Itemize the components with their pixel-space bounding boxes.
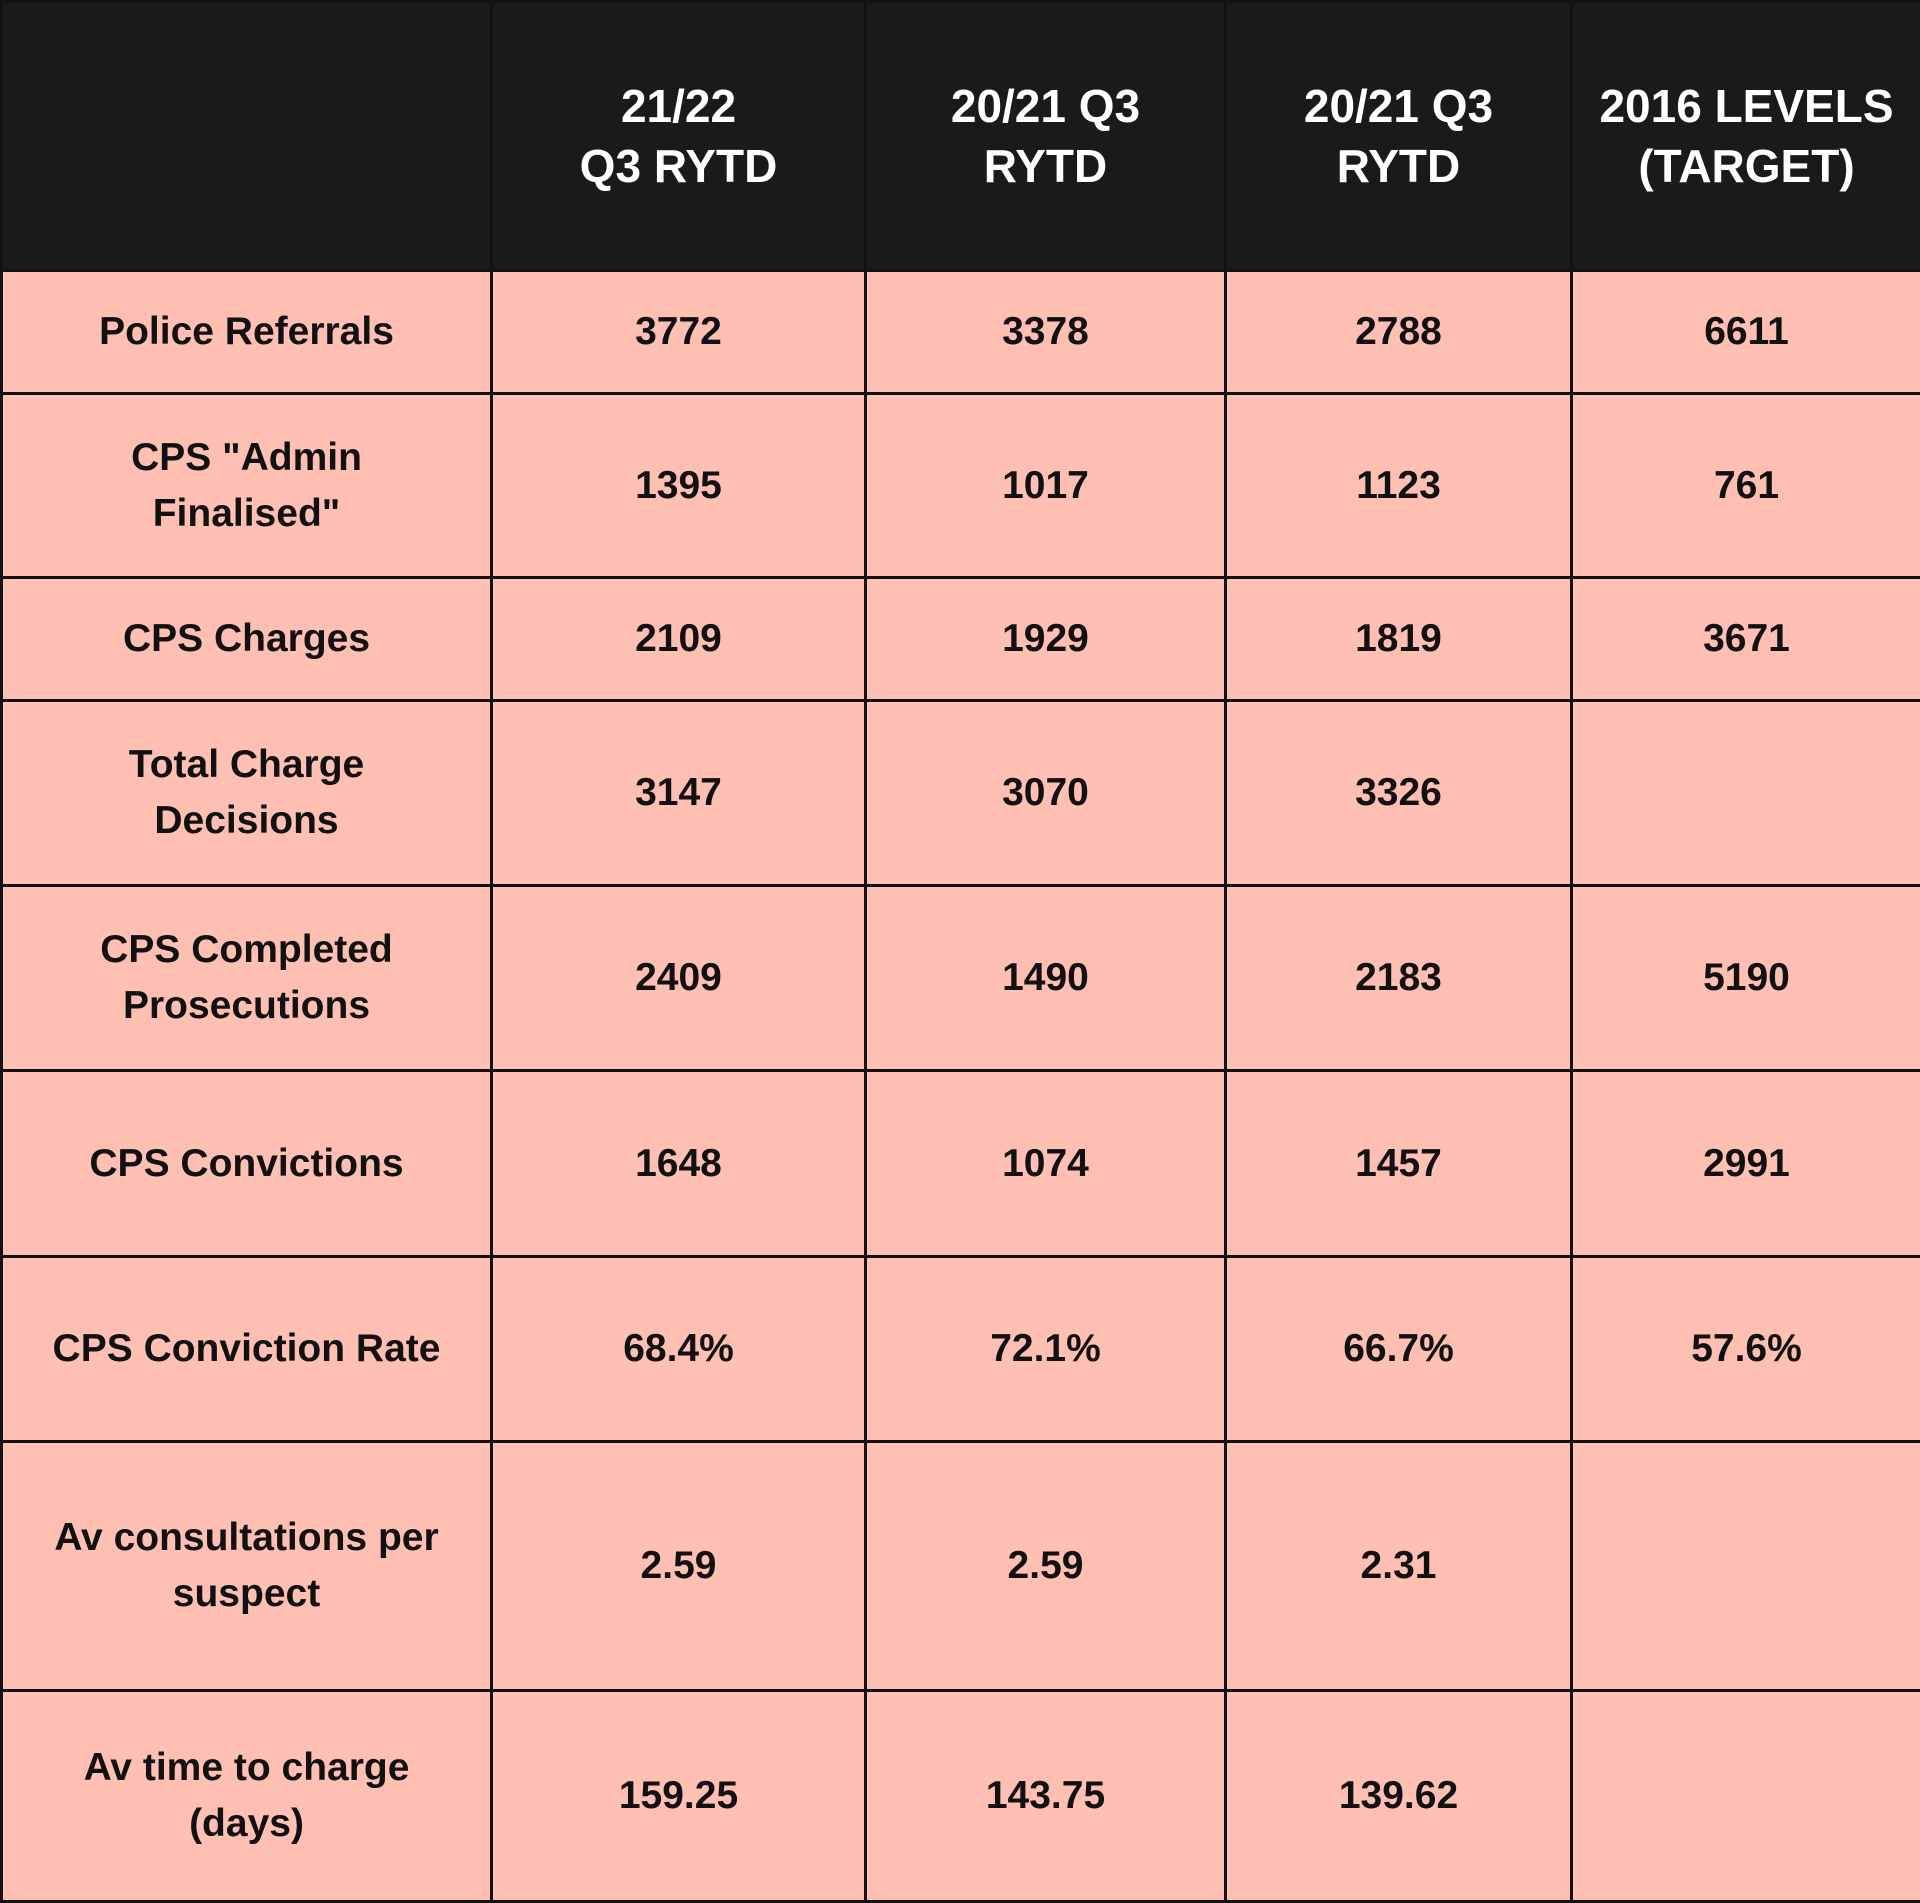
cell: 2109 — [492, 578, 866, 701]
cell: 3070 — [866, 701, 1226, 886]
row-label: CPS Completed Prosecutions — [2, 886, 492, 1071]
cell: 761 — [1572, 394, 1920, 578]
cell: 3326 — [1226, 701, 1572, 886]
cell: 72.1% — [866, 1257, 1226, 1442]
cell: 143.75 — [866, 1691, 1226, 1902]
cell — [1572, 701, 1920, 886]
cell: 5190 — [1572, 886, 1920, 1071]
header-cell — [2, 2, 492, 271]
cell: 1395 — [492, 394, 866, 578]
header-cell: 20/21 Q3 RYTD — [866, 2, 1226, 271]
cell: 3772 — [492, 271, 866, 394]
cell: 2409 — [492, 886, 866, 1071]
cell: 1123 — [1226, 394, 1572, 578]
cell: 3671 — [1572, 578, 1920, 701]
cell: 6611 — [1572, 271, 1920, 394]
cell: 68.4% — [492, 1257, 866, 1442]
row-label: Total Charge Decisions — [2, 701, 492, 886]
header-cell: 2016 LEVELS (TARGET) — [1572, 2, 1920, 271]
cell: 2.59 — [492, 1442, 866, 1691]
cell: 1457 — [1226, 1071, 1572, 1257]
cell: 1490 — [866, 886, 1226, 1071]
cell — [1572, 1691, 1920, 1902]
row-label: CPS "Admin Finalised" — [2, 394, 492, 578]
cell: 3378 — [866, 271, 1226, 394]
cell: 2788 — [1226, 271, 1572, 394]
cell: 3147 — [492, 701, 866, 886]
cell: 2183 — [1226, 886, 1572, 1071]
cell: 139.62 — [1226, 1691, 1572, 1902]
cell: 1074 — [866, 1071, 1226, 1257]
cell: 1017 — [866, 394, 1226, 578]
cell: 2991 — [1572, 1071, 1920, 1257]
header-cell: 20/21 Q3 RYTD — [1226, 2, 1572, 271]
cell: 1648 — [492, 1071, 866, 1257]
cell — [1572, 1442, 1920, 1691]
cell: 1929 — [866, 578, 1226, 701]
cell: 57.6% — [1572, 1257, 1920, 1442]
row-label: CPS Convictions — [2, 1071, 492, 1257]
cell: 2.59 — [866, 1442, 1226, 1691]
row-label: Police Referrals — [2, 271, 492, 394]
header-cell: 21/22 Q3 RYTD — [492, 2, 866, 271]
row-label: CPS Conviction Rate — [2, 1257, 492, 1442]
cell: 1819 — [1226, 578, 1572, 701]
cell: 2.31 — [1226, 1442, 1572, 1691]
row-label: Av consultations per suspect — [2, 1442, 492, 1691]
cell: 159.25 — [492, 1691, 866, 1902]
row-label: CPS Charges — [2, 578, 492, 701]
cell: 66.7% — [1226, 1257, 1572, 1442]
row-label: Av time to charge (days) — [2, 1691, 492, 1902]
